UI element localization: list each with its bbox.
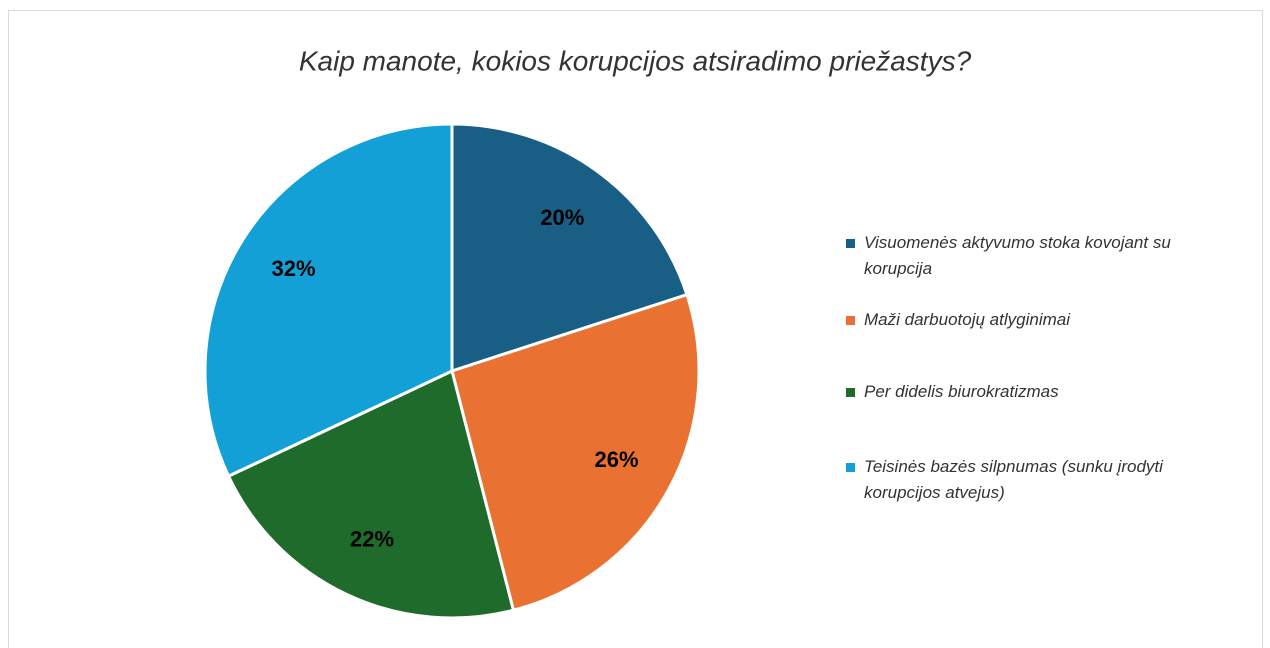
pie-slice bbox=[226, 368, 516, 620]
legend-swatch bbox=[846, 388, 855, 397]
data-label: 22% bbox=[350, 527, 394, 552]
legend-entry: Teisinės bazės silpnumas (sunku įrodyti … bbox=[846, 454, 1216, 506]
data-label: 32% bbox=[271, 256, 315, 281]
legend-label: Teisinės bazės silpnumas (sunku įrodyti … bbox=[864, 457, 1163, 502]
data-label: 20% bbox=[540, 205, 584, 230]
legend-swatch bbox=[846, 463, 855, 472]
pie-slice bbox=[450, 122, 689, 374]
pie-slice bbox=[203, 122, 454, 479]
legend-swatch bbox=[846, 316, 855, 325]
legend-swatch bbox=[846, 239, 855, 248]
legend-label: Maži darbuotojų atlyginimai bbox=[864, 310, 1070, 329]
chart-title: Kaip manote, kokios korupcijos atsiradim… bbox=[299, 45, 972, 76]
legend-entry: Maži darbuotojų atlyginimai bbox=[846, 307, 1216, 333]
data-label: 26% bbox=[594, 447, 638, 472]
legend-label: Visuomenės aktyvumo stoka kovojant su ko… bbox=[864, 233, 1171, 278]
pie-slice bbox=[450, 292, 701, 613]
legend-entry: Per didelis biurokratizmas bbox=[846, 379, 1216, 405]
legend-entry: Visuomenės aktyvumo stoka kovojant su ko… bbox=[846, 230, 1216, 282]
legend-label: Per didelis biurokratizmas bbox=[864, 382, 1059, 401]
